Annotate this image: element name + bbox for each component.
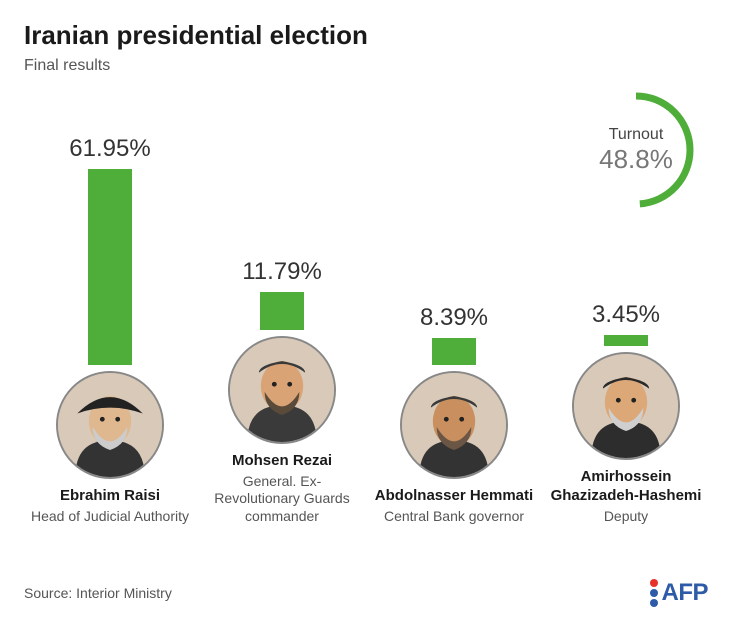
percentage-label: 11.79% bbox=[242, 258, 322, 286]
logo-dot bbox=[650, 589, 658, 597]
candidate-description: General. Ex-Revolutionary Guards command… bbox=[202, 473, 362, 526]
candidate-name: Ebrahim Raisi bbox=[60, 487, 160, 506]
logo-dot bbox=[650, 579, 658, 587]
candidate-name: Abdolnasser Hemmati bbox=[375, 487, 533, 506]
candidate-column: 61.95% Ebrahim Raisi Head of Judicial Aut… bbox=[24, 135, 196, 525]
candidate-name: Amirhossein Ghazizadeh-Hashemi bbox=[546, 468, 706, 506]
candidate-column: 8.39% Abdolnasser Hemmati Central Bank go… bbox=[368, 304, 540, 525]
candidate-column: 11.79% Mohsen Rezai General. Ex-Revolutio… bbox=[196, 258, 368, 525]
chart-title: Iranian presidential election bbox=[24, 20, 712, 51]
bar bbox=[604, 335, 648, 346]
afp-logo: AFP bbox=[650, 579, 709, 607]
candidate-portrait bbox=[56, 371, 164, 479]
turnout-value: 48.8% bbox=[599, 144, 673, 175]
candidate-description: Deputy bbox=[604, 508, 648, 526]
turnout-label: Turnout bbox=[609, 126, 664, 144]
candidate-description: Central Bank governor bbox=[384, 508, 524, 526]
bar bbox=[260, 292, 304, 329]
percentage-label: 8.39% bbox=[420, 304, 488, 332]
logo-dots bbox=[650, 579, 658, 607]
candidate-portrait bbox=[228, 336, 336, 444]
candidate-description: Head of Judicial Authority bbox=[31, 508, 189, 526]
chart-subtitle: Final results bbox=[24, 57, 712, 75]
source-text: Source: Interior Ministry bbox=[24, 585, 172, 601]
logo-text: AFP bbox=[662, 579, 709, 607]
percentage-label: 61.95% bbox=[69, 135, 150, 163]
bar bbox=[88, 169, 132, 365]
candidate-portrait bbox=[400, 371, 508, 479]
candidate-column: 3.45% Amirhossein Ghazizadeh-Hashemi Depu… bbox=[540, 301, 712, 525]
logo-dot bbox=[650, 599, 658, 607]
candidate-portrait bbox=[572, 352, 680, 460]
percentage-label: 3.45% bbox=[592, 301, 660, 329]
candidate-name: Mohsen Rezai bbox=[232, 452, 332, 471]
bar bbox=[432, 338, 476, 365]
